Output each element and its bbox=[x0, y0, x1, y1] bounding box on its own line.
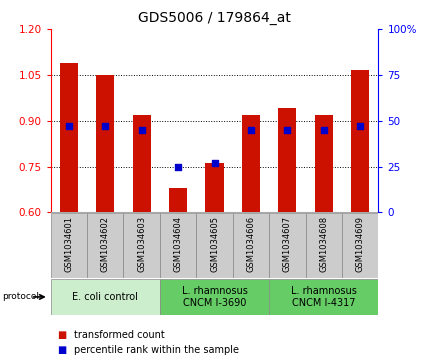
Bar bbox=[160, 213, 196, 278]
Bar bbox=[51, 279, 160, 315]
Bar bbox=[269, 279, 378, 315]
Bar bbox=[87, 213, 124, 278]
Bar bbox=[278, 109, 297, 212]
Bar bbox=[60, 63, 78, 212]
Bar bbox=[269, 213, 305, 278]
Bar bbox=[315, 115, 333, 212]
Title: GDS5006 / 179864_at: GDS5006 / 179864_at bbox=[138, 11, 291, 25]
Bar bbox=[305, 213, 342, 278]
Point bbox=[175, 164, 182, 170]
Bar bbox=[124, 213, 160, 278]
Text: GSM1034604: GSM1034604 bbox=[173, 216, 183, 272]
Point bbox=[320, 127, 327, 133]
Text: protocol: protocol bbox=[2, 293, 39, 301]
Text: L. rhamnosus
CNCM I-4317: L. rhamnosus CNCM I-4317 bbox=[291, 286, 357, 308]
Text: GSM1034603: GSM1034603 bbox=[137, 216, 146, 272]
Text: GSM1034606: GSM1034606 bbox=[246, 216, 256, 272]
Point bbox=[357, 123, 364, 129]
Text: L. rhamnosus
CNCM I-3690: L. rhamnosus CNCM I-3690 bbox=[182, 286, 247, 308]
Bar bbox=[205, 163, 224, 212]
Text: GSM1034602: GSM1034602 bbox=[101, 216, 110, 272]
Bar bbox=[242, 115, 260, 212]
Text: ■: ■ bbox=[57, 330, 66, 340]
Bar bbox=[96, 75, 114, 212]
Text: GSM1034605: GSM1034605 bbox=[210, 216, 219, 272]
Text: GSM1034609: GSM1034609 bbox=[356, 216, 365, 272]
Bar bbox=[196, 213, 233, 278]
Text: GSM1034608: GSM1034608 bbox=[319, 216, 328, 272]
Text: GSM1034601: GSM1034601 bbox=[64, 216, 73, 272]
Bar bbox=[351, 70, 369, 212]
Point bbox=[211, 160, 218, 166]
Bar bbox=[169, 188, 187, 212]
Point bbox=[138, 127, 145, 133]
Bar bbox=[233, 213, 269, 278]
Point bbox=[247, 127, 254, 133]
Bar bbox=[342, 213, 378, 278]
Point bbox=[65, 123, 72, 129]
Text: GSM1034607: GSM1034607 bbox=[283, 216, 292, 272]
Bar bbox=[132, 115, 151, 212]
Bar bbox=[51, 213, 87, 278]
Text: E. coli control: E. coli control bbox=[72, 292, 138, 302]
Text: transformed count: transformed count bbox=[74, 330, 165, 340]
Point bbox=[284, 127, 291, 133]
Point bbox=[102, 123, 109, 129]
Bar bbox=[160, 279, 269, 315]
Text: percentile rank within the sample: percentile rank within the sample bbox=[74, 345, 239, 355]
Text: ■: ■ bbox=[57, 345, 66, 355]
